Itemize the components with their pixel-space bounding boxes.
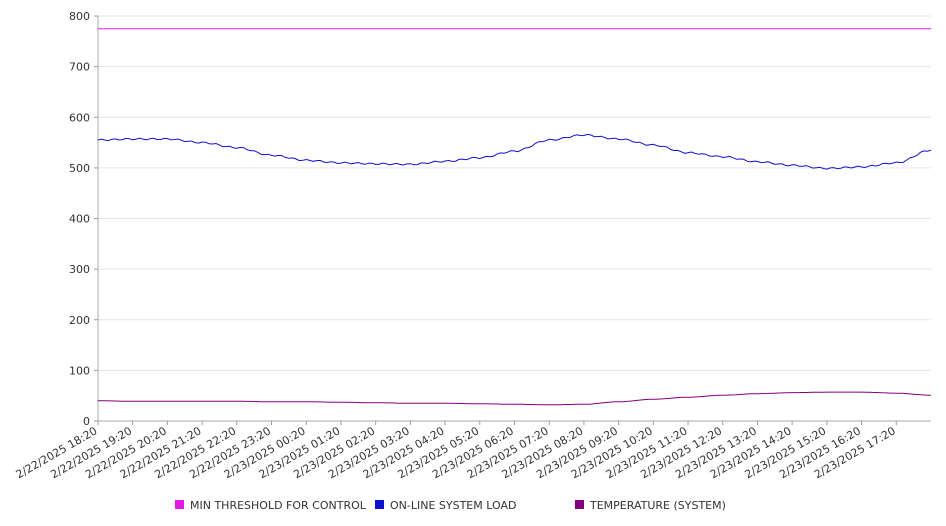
legend-swatch [175, 500, 184, 509]
legend-label: ON-LINE SYSTEM LOAD [390, 499, 516, 512]
series-line-on-line-system-load [97, 133, 932, 170]
y-tick-label: 700 [69, 61, 90, 74]
y-tick-label: 0 [83, 415, 90, 428]
y-tick-label: 500 [69, 162, 90, 175]
grid-lines [98, 15, 931, 371]
series-lines [97, 28, 932, 406]
y-tick-label: 400 [69, 213, 90, 226]
legend-swatch [375, 500, 384, 509]
legend-label: MIN THRESHOLD FOR CONTROL [190, 499, 367, 512]
y-tick-label: 300 [69, 263, 90, 276]
series-line-temperature-system [98, 391, 932, 406]
y-axis-ticks: 0 100 200 300 400 500 600 700 800 [69, 10, 98, 428]
legend-label: TEMPERATURE (SYSTEM) [589, 499, 726, 512]
y-tick-label: 600 [69, 111, 90, 124]
legend: MIN THRESHOLD FOR CONTROL ON-LINE SYSTEM … [175, 499, 726, 512]
x-axis-ticks: 2/22/2025 18:202/22/2025 19:202/22/2025 … [14, 421, 898, 481]
axes [97, 16, 931, 422]
y-tick-label: 100 [69, 364, 90, 377]
legend-swatch [575, 500, 584, 509]
y-tick-label: 200 [69, 314, 90, 327]
y-tick-label: 800 [69, 10, 90, 23]
